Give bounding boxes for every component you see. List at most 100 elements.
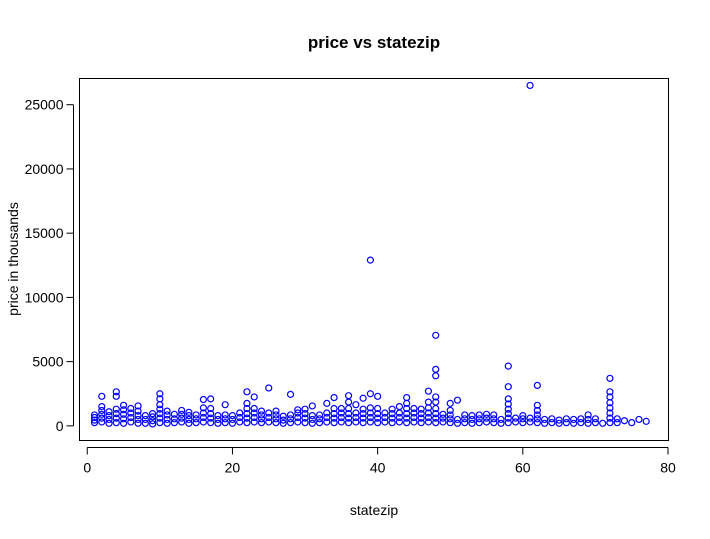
data-point <box>192 411 200 419</box>
data-point <box>243 419 251 427</box>
data-point <box>199 418 208 426</box>
data-point <box>228 415 237 424</box>
x-tick-label: 40 <box>370 460 386 476</box>
data-point <box>134 415 142 424</box>
data-point <box>504 405 512 413</box>
data-point <box>497 419 505 427</box>
data-point <box>250 404 258 413</box>
data-point <box>519 411 527 420</box>
data-point <box>432 365 440 373</box>
data-point <box>90 413 99 422</box>
data-point <box>352 418 360 426</box>
data-point <box>468 419 476 427</box>
data-point <box>294 409 302 417</box>
data-point <box>417 419 425 427</box>
data-point <box>453 396 462 404</box>
data-point <box>388 419 396 427</box>
x-axis-label: statezip <box>350 502 398 518</box>
data-point <box>366 413 374 422</box>
data-point <box>432 393 440 401</box>
data-point <box>301 414 309 422</box>
data-point <box>134 407 142 415</box>
data-point <box>112 405 120 413</box>
data-point <box>359 419 367 427</box>
data-point <box>395 418 404 426</box>
data-point <box>475 419 483 427</box>
data-point <box>294 418 302 426</box>
data-point <box>424 413 433 422</box>
data-point <box>286 419 295 427</box>
data-point <box>243 414 251 422</box>
data-point <box>98 410 106 418</box>
data-point <box>366 418 374 426</box>
y-tick-label: 25000 <box>25 97 64 113</box>
data-point <box>243 399 251 407</box>
data-point <box>250 413 258 422</box>
data-point <box>533 415 541 423</box>
data-point <box>279 419 287 427</box>
data-point <box>606 404 614 412</box>
data-point <box>374 392 382 400</box>
data-point <box>112 410 120 418</box>
data-point <box>577 415 585 423</box>
data-point <box>519 415 527 423</box>
data-point <box>606 388 614 396</box>
chart-title: price vs statezip <box>308 33 440 52</box>
data-point <box>265 409 273 417</box>
x-tick-label: 20 <box>225 460 241 476</box>
data-point <box>265 418 273 426</box>
data-point <box>381 418 389 426</box>
data-point <box>381 413 389 422</box>
y-tick-label: 20000 <box>25 161 64 177</box>
data-point <box>301 419 309 427</box>
data-point <box>446 406 454 415</box>
data-point <box>504 395 512 403</box>
data-point <box>185 415 193 424</box>
data-point <box>417 405 425 413</box>
data-point <box>156 405 164 413</box>
data-point <box>613 419 621 427</box>
data-point <box>511 414 520 422</box>
data-point <box>170 410 178 418</box>
data-point <box>207 419 215 427</box>
data-point <box>482 418 491 426</box>
data-point <box>628 419 636 427</box>
data-point <box>570 419 578 427</box>
data-point <box>381 409 389 417</box>
data-point <box>330 394 338 402</box>
data-point <box>482 410 491 418</box>
data-point <box>548 419 556 427</box>
data-point <box>323 399 331 407</box>
data-point <box>504 410 512 418</box>
data-point <box>446 399 454 407</box>
data-point <box>439 414 447 422</box>
data-point <box>461 419 469 427</box>
data-point <box>613 415 621 423</box>
data-point <box>359 414 367 422</box>
data-point <box>388 410 396 418</box>
data-point <box>163 411 171 419</box>
data-point <box>308 419 316 427</box>
data-point <box>395 403 404 411</box>
data-point <box>134 419 142 427</box>
data-point <box>446 415 454 423</box>
data-point <box>119 410 128 418</box>
data-point <box>294 406 302 414</box>
data-point <box>221 415 229 423</box>
data-point <box>286 390 295 398</box>
data-point <box>519 419 527 427</box>
data-point <box>90 419 99 427</box>
x-tick-label: 80 <box>660 460 676 476</box>
data-point <box>344 398 353 406</box>
data-point <box>236 418 244 426</box>
data-point <box>577 419 585 427</box>
data-point <box>424 387 433 395</box>
data-point <box>533 419 541 427</box>
data-point <box>185 408 193 416</box>
x-tick-label: 0 <box>83 460 91 476</box>
data-point <box>199 395 208 404</box>
data-point <box>323 413 331 422</box>
data-point <box>236 413 244 422</box>
data-point <box>352 413 360 422</box>
